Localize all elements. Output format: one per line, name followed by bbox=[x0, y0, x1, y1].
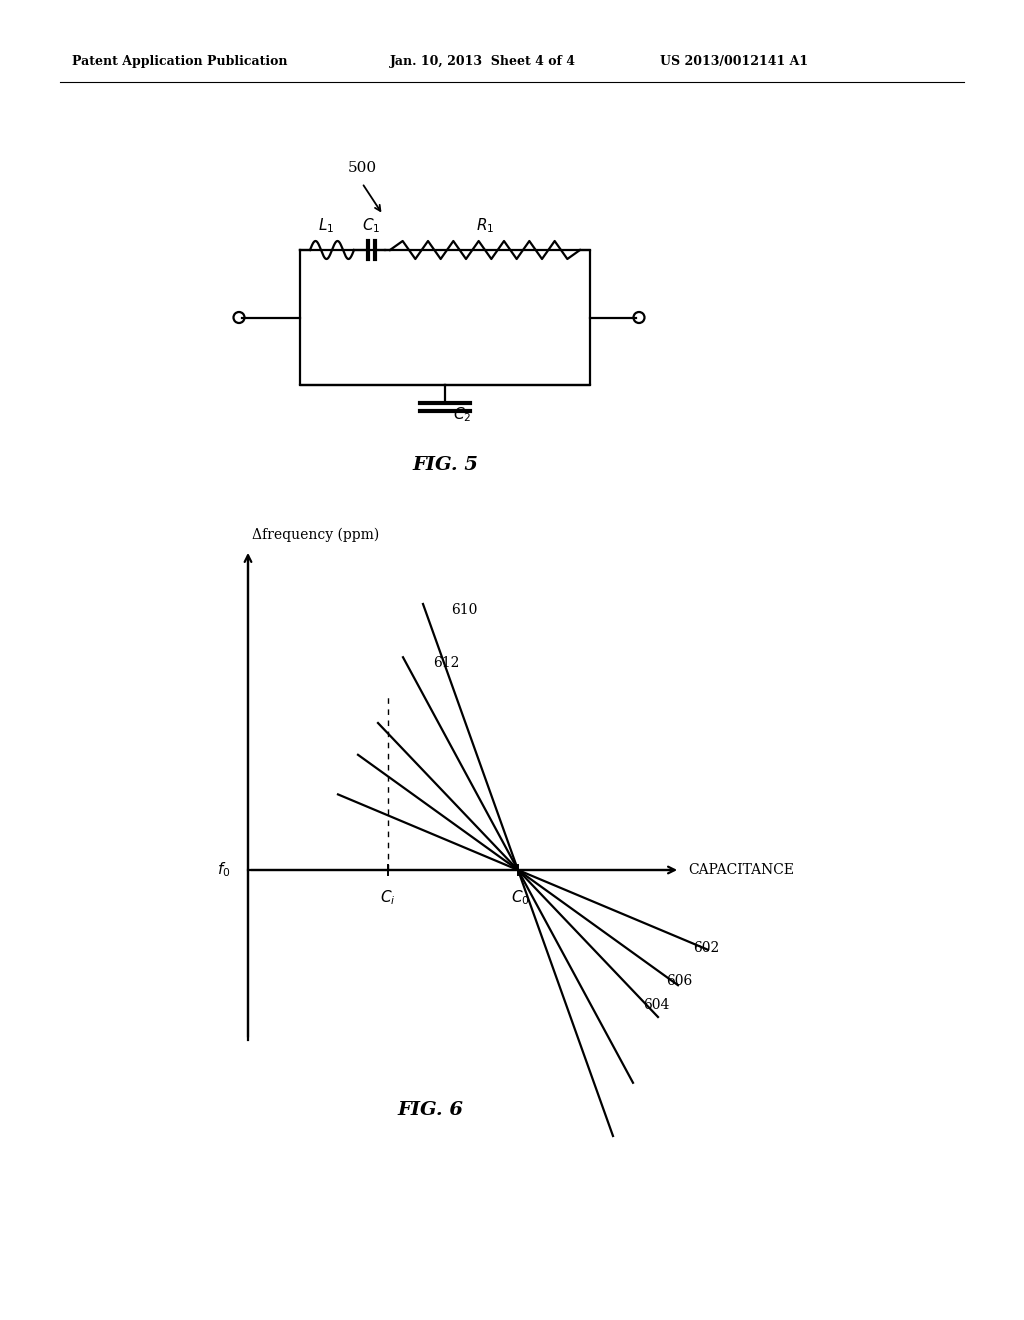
Text: $C_1$: $C_1$ bbox=[361, 216, 380, 235]
Text: 612: 612 bbox=[433, 656, 460, 671]
Text: $L_1$: $L_1$ bbox=[317, 216, 334, 235]
Text: 604: 604 bbox=[643, 998, 670, 1012]
Text: $R_1$: $R_1$ bbox=[476, 216, 495, 235]
Text: 500: 500 bbox=[348, 161, 377, 176]
Text: FIG. 6: FIG. 6 bbox=[397, 1101, 463, 1119]
Text: Δfrequency (ppm): Δfrequency (ppm) bbox=[252, 528, 379, 543]
Text: $C_2$: $C_2$ bbox=[453, 405, 471, 424]
Text: FIG. 5: FIG. 5 bbox=[412, 455, 478, 474]
Text: $C_0$: $C_0$ bbox=[511, 888, 529, 907]
Text: CAPACITANCE: CAPACITANCE bbox=[688, 863, 794, 876]
Text: US 2013/0012141 A1: US 2013/0012141 A1 bbox=[660, 55, 808, 69]
Text: 610: 610 bbox=[451, 603, 477, 616]
Text: $f_0$: $f_0$ bbox=[216, 861, 230, 879]
Text: 606: 606 bbox=[666, 974, 692, 987]
Text: Jan. 10, 2013  Sheet 4 of 4: Jan. 10, 2013 Sheet 4 of 4 bbox=[390, 55, 575, 69]
Text: 602: 602 bbox=[693, 940, 719, 954]
Text: $C_i$: $C_i$ bbox=[380, 888, 396, 907]
Text: Patent Application Publication: Patent Application Publication bbox=[72, 55, 288, 69]
